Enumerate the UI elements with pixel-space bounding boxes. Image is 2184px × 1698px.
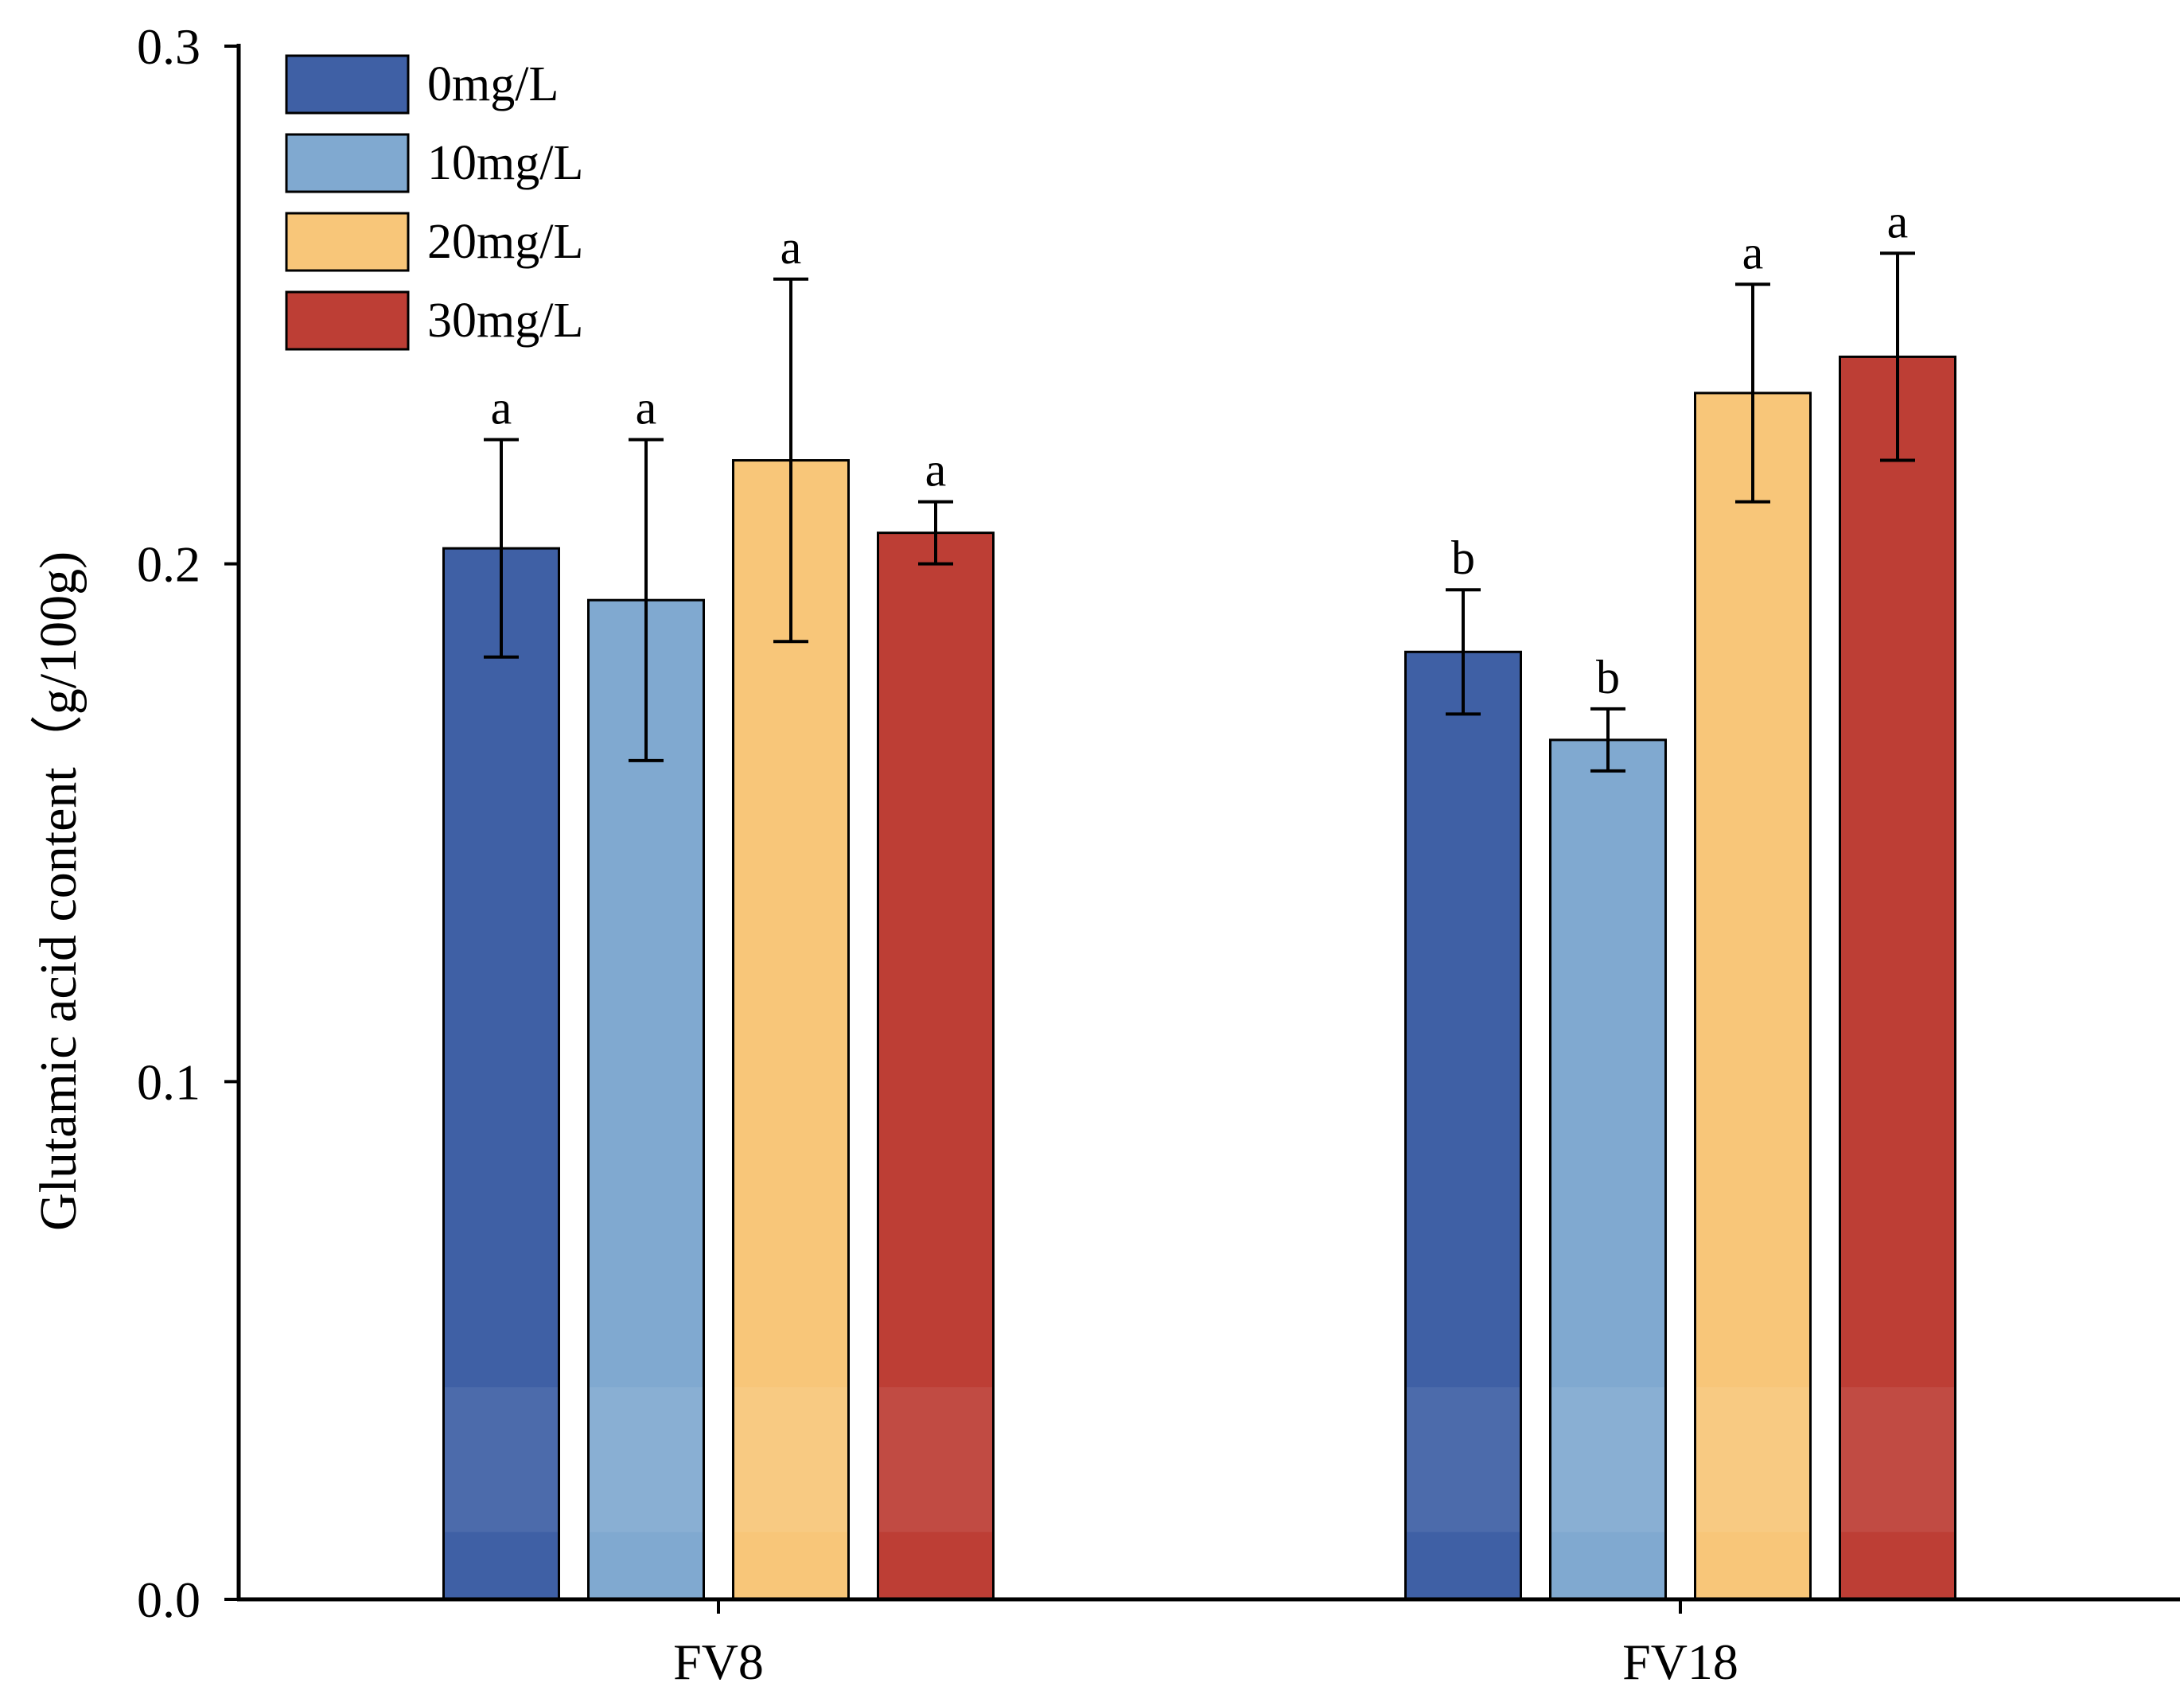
bar-fv8-10mgl	[587, 598, 705, 1601]
bar-band	[879, 1387, 992, 1532]
y-tick-label: 0.2	[137, 536, 200, 593]
bar-band	[590, 1387, 703, 1532]
bar-fv18-0mgl	[1404, 650, 1522, 1601]
significance-label: a	[636, 382, 657, 434]
y-tick-label: 0.0	[137, 1571, 200, 1628]
bar-fv18-30mgl	[1839, 355, 1956, 1601]
legend-swatch	[285, 212, 410, 272]
bars-layer	[442, 355, 1956, 1601]
bar-band	[1841, 1387, 1954, 1532]
y-tick-label: 0.3	[137, 18, 200, 75]
significance-labels-layer: a a a a b b a a	[491, 195, 1909, 703]
significance-label: a	[491, 382, 512, 434]
bar-fv8-0mgl	[442, 547, 560, 1601]
significance-label: b	[1596, 651, 1620, 703]
axes-layer: FV8 FV18 0.0 0.1 0.2 0.3 Glutamic acid content…	[29, 18, 2180, 1690]
y-tick-label: 0.1	[137, 1053, 200, 1110]
significance-label: a	[925, 444, 947, 497]
error-bars-layer	[484, 251, 1915, 773]
x-tick-label: FV8	[673, 1634, 764, 1690]
legend-label: 0mg/L	[427, 57, 559, 111]
bar-fv18-10mgl	[1549, 738, 1667, 1601]
significance-label: a	[1742, 226, 1764, 278]
bar-band	[1407, 1387, 1520, 1532]
legend: 0mg/L 10mg/L 20mg/L 30mg/L	[285, 54, 583, 351]
significance-label: a	[781, 221, 802, 274]
bar-band	[1696, 1387, 1809, 1532]
legend-label: 20mg/L	[427, 215, 583, 269]
legend-swatch	[285, 133, 410, 193]
bar-band	[445, 1387, 558, 1532]
significance-label: b	[1451, 532, 1475, 584]
legend-swatch	[285, 54, 410, 115]
bar-band	[734, 1387, 847, 1532]
legend-swatch	[285, 290, 410, 351]
bar-fv8-30mgl	[877, 532, 995, 1601]
x-tick-label: FV18	[1622, 1634, 1738, 1690]
legend-label: 10mg/L	[427, 136, 583, 190]
legend-label: 30mg/L	[427, 294, 583, 348]
bar-band	[1551, 1387, 1664, 1532]
significance-label: a	[1887, 195, 1909, 247]
y-axis-label: Glutamic acid content（g/100g)	[29, 551, 88, 1231]
